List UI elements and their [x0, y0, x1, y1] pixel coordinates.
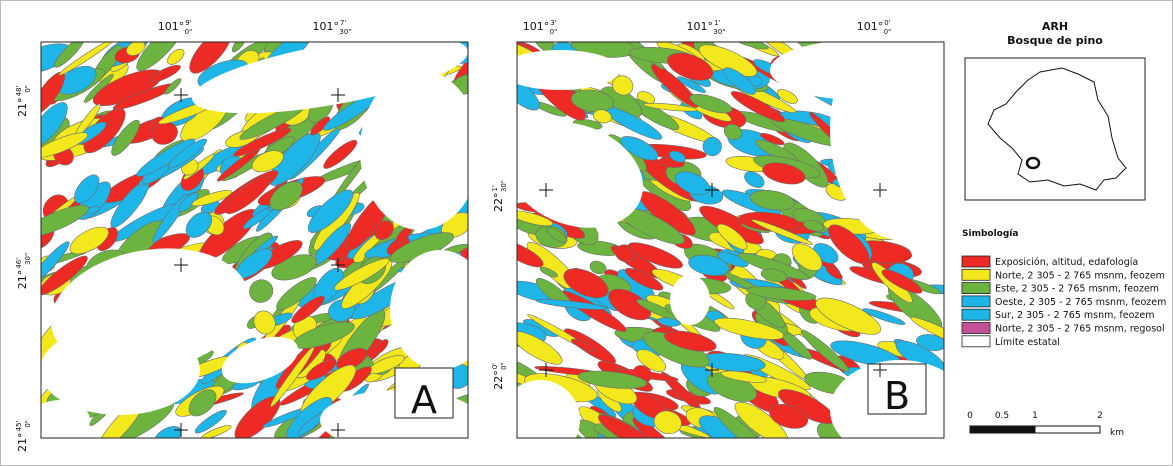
coordinate-minutes: 45'	[15, 421, 23, 432]
coordinate-minutes: 1'	[714, 19, 720, 27]
legend-label: Sur, 2 305 - 2 765 msnm, feozem	[995, 310, 1154, 321]
coordinate-minutes: 0'	[884, 19, 890, 27]
coordinate-seconds: 0"	[884, 28, 892, 36]
coordinate-degrees: 101°	[857, 20, 884, 33]
coordinate-degrees: 21°	[16, 270, 29, 290]
coordinate-minutes: 1'	[491, 185, 499, 191]
legend-swatch	[962, 323, 990, 334]
coordinate-degrees: 101°	[158, 20, 185, 33]
legend-label: Norte, 2 305 - 2 765 msnm, regosol	[995, 324, 1165, 335]
coordinate-degrees: 101°	[523, 20, 550, 33]
legend-label: Exposición, altitud, edafología	[995, 257, 1138, 268]
no-data-area	[770, 40, 950, 100]
coordinate-degrees: 21°	[16, 433, 29, 453]
legend-swatch	[962, 296, 990, 307]
coordinate-seconds: 30"	[339, 28, 351, 36]
scale-segment	[970, 426, 1035, 433]
coordinate-seconds: 0"	[24, 420, 32, 428]
legend-label: Norte, 2 305 - 2 765 msnm, feozem	[995, 270, 1165, 281]
scale-unit: km	[1110, 428, 1124, 438]
coordinate-minutes: 48'	[15, 86, 23, 97]
inset-title: ARH	[1042, 20, 1068, 33]
coordinate-degrees: 101°	[312, 20, 339, 33]
coordinate-seconds: 0"	[550, 28, 558, 36]
coordinate-seconds: 30"	[24, 253, 32, 265]
no-data-area	[500, 50, 620, 90]
figure: ARH Bosque de pino Simbología Exposición…	[0, 0, 1173, 466]
legend-label: Límite estatal	[995, 337, 1060, 348]
legend-label: Oeste, 2 305 - 2 765 msnm, feozem	[995, 297, 1166, 308]
coordinate-minutes: 0'	[491, 363, 499, 369]
coordinate-seconds: 0"	[24, 85, 32, 93]
scale-label: 2	[1097, 411, 1103, 421]
inset-subtitle: Bosque de pino	[1007, 34, 1103, 47]
coordinate-degrees: 22°	[492, 193, 505, 213]
legend-swatch	[962, 336, 990, 347]
legend-swatch	[962, 269, 990, 280]
scale-label: 1	[1032, 411, 1038, 421]
legend-swatch	[962, 309, 990, 320]
coordinate-degrees: 22°	[492, 370, 505, 390]
legend-label: Este, 2 305 - 2 765 msnm, feozem	[995, 284, 1159, 295]
legend-title: Simbología	[962, 229, 1018, 239]
no-data-area	[670, 275, 710, 325]
coordinate-degrees: 101°	[686, 20, 713, 33]
scale-label: 0.5	[995, 411, 1009, 421]
legend-swatch	[962, 256, 990, 267]
coordinate-degrees: 21°	[16, 98, 29, 118]
panel-label: B	[884, 374, 910, 418]
coordinate-minutes: 9'	[185, 19, 191, 27]
scale-segment	[1035, 426, 1100, 433]
panel-label: A	[411, 378, 437, 422]
legend-swatch	[962, 283, 990, 294]
coordinate-minutes: 46'	[15, 258, 23, 269]
coordinate-seconds: 30"	[500, 180, 508, 192]
coordinate-minutes: 7'	[340, 19, 346, 27]
scale-label: 0	[967, 411, 973, 421]
coordinate-seconds: 30"	[713, 28, 725, 36]
coordinate-seconds: 0"	[500, 362, 508, 370]
coordinate-minutes: 3'	[550, 19, 556, 27]
coordinate-seconds: 0"	[185, 28, 193, 36]
